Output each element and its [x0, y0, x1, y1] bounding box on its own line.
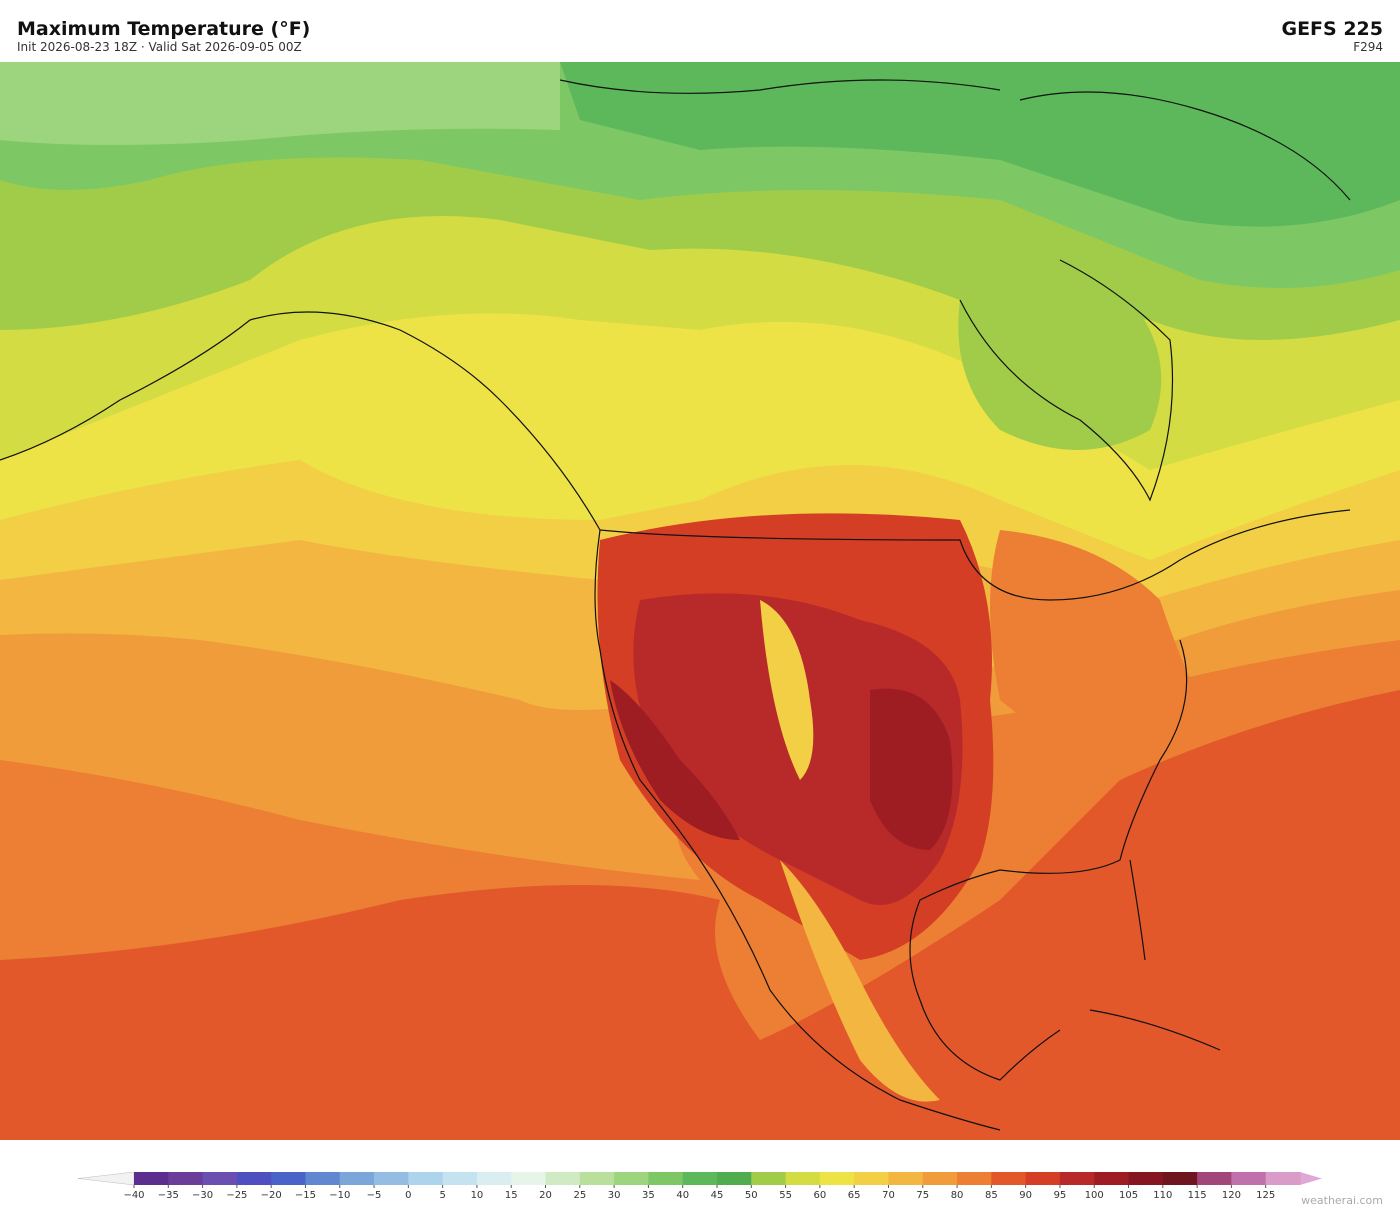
colorbar-swatch [408, 1172, 444, 1185]
colorbar-swatch [991, 1172, 1027, 1185]
colorbar-swatch [339, 1172, 375, 1185]
colorbar-tick-label: −20 [261, 1190, 282, 1201]
colorbar-tick-label: −5 [367, 1190, 382, 1201]
colorbar-swatch [442, 1172, 478, 1185]
colorbar-swatch [819, 1172, 855, 1185]
colorbar-tick-label: 60 [814, 1190, 827, 1201]
colorbar-tick-label: 35 [642, 1190, 655, 1201]
colorbar-swatch [579, 1172, 615, 1185]
colorbar-swatch [922, 1172, 958, 1185]
colorbar-swatch [202, 1172, 238, 1185]
colorbar-tick-label: −10 [329, 1190, 350, 1201]
colorbar-swatch [957, 1172, 992, 1185]
colorbar-swatch [854, 1172, 889, 1185]
colorbar-tick-label: 110 [1153, 1190, 1172, 1201]
colorbar-tick-label: −40 [123, 1190, 144, 1201]
colorbar-tick-label: 10 [471, 1190, 484, 1201]
colorbar-tick-label: 0 [405, 1190, 411, 1201]
colorbar-tick-label: 105 [1119, 1190, 1138, 1201]
colorbar-swatch [682, 1172, 718, 1185]
colorbar-swatch [1162, 1172, 1198, 1185]
colorbar-tick-label: 30 [608, 1190, 621, 1201]
colorbar-tick-label: 15 [505, 1190, 518, 1201]
colorbar-tick-label: 95 [1054, 1190, 1067, 1201]
colorbar-swatch [751, 1172, 787, 1185]
colorbar-swatch [1094, 1172, 1130, 1185]
colorbar-swatch [785, 1172, 821, 1185]
colorbar-under [77, 1171, 135, 1186]
colorbar-tick-label: 85 [985, 1190, 998, 1201]
colorbar-tick-label: 75 [916, 1190, 929, 1201]
colorbar-swatch [168, 1172, 204, 1185]
colorbar-tick-label: 55 [779, 1190, 792, 1201]
colorbar-tick-label: 40 [676, 1190, 689, 1201]
colorbar-tick-label: −30 [192, 1190, 213, 1201]
colorbar-tick-label: 70 [882, 1190, 895, 1201]
colorbar-swatch [1128, 1172, 1164, 1185]
colorbar-swatch [545, 1172, 581, 1185]
model-run: GEFS 225 [1281, 18, 1383, 40]
watermark: weatherai.com [1301, 1194, 1383, 1207]
title: Maximum Temperature (°F) [17, 18, 310, 40]
colorbar-tick-label: 25 [573, 1190, 586, 1201]
colorbar-swatch [648, 1172, 684, 1185]
colorbar-tick-label: 65 [848, 1190, 861, 1201]
colorbar-tick-label: 90 [1019, 1190, 1032, 1201]
subtitle: Init 2026-08-23 18Z · Valid Sat 2026-09-… [17, 40, 302, 54]
colorbar-tick-label: 125 [1256, 1190, 1275, 1201]
colorbar-swatch [511, 1172, 547, 1185]
colorbar-swatch [1265, 1172, 1301, 1185]
colorbar-swatch [717, 1172, 752, 1185]
colorbar-swatch [1231, 1172, 1267, 1185]
colorbar-tick-label: 20 [539, 1190, 552, 1201]
colorbar-swatch [888, 1172, 924, 1185]
colorbar-swatch [271, 1172, 306, 1185]
colorbar-swatch [476, 1172, 512, 1185]
colorbar-swatch [374, 1172, 409, 1185]
colorbar-swatch [305, 1172, 341, 1185]
colorbar-tick-label: −35 [158, 1190, 179, 1201]
colorbar-tick-label: 45 [711, 1190, 724, 1201]
temperature-field [0, 62, 1400, 1140]
colorbar-over [1300, 1172, 1322, 1185]
colorbar-swatch [614, 1172, 649, 1185]
colorbar-tick-label: −15 [295, 1190, 316, 1201]
colorbar-tick-label: −25 [226, 1190, 247, 1201]
forecast-hour: F294 [1353, 40, 1383, 54]
colorbar-tick-label: 80 [951, 1190, 964, 1201]
colorbar-tick-label: 5 [439, 1190, 445, 1201]
colorbar-tick-label: 120 [1222, 1190, 1241, 1201]
colorbar-tick-label: 115 [1188, 1190, 1207, 1201]
colorbar-tick-label: 50 [745, 1190, 758, 1201]
colorbar: −40 −35 −30 −25 −20 −15 −10 −5 0 5 10 15 20 25 30 35 40 4… [77, 1171, 1322, 1201]
colorbar-swatch [134, 1172, 169, 1185]
colorbar-tick-label: 100 [1085, 1190, 1104, 1201]
colorbar-swatch [1059, 1172, 1095, 1185]
colorbar-swatch [236, 1172, 272, 1185]
colorbar-swatch [1197, 1172, 1232, 1185]
colorbar-swatch [1025, 1172, 1061, 1185]
